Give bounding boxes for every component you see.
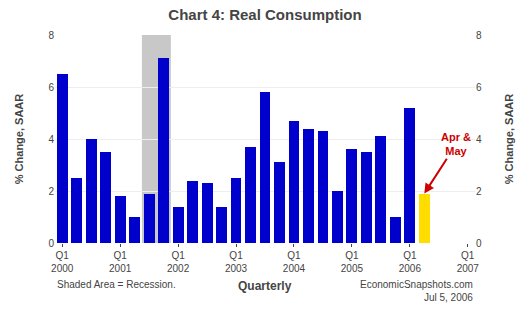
svg-text:Q12000: Q12000 <box>51 250 74 274</box>
svg-text:0: 0 <box>48 238 54 249</box>
svg-text:Q12002: Q12002 <box>167 250 190 274</box>
svg-text:8: 8 <box>476 30 482 41</box>
svg-text:Q12006: Q12006 <box>399 250 422 274</box>
svg-text:% Change, SAAR: % Change, SAAR <box>13 94 25 185</box>
svg-text:6: 6 <box>476 82 482 93</box>
svg-text:6: 6 <box>48 82 54 93</box>
svg-text:4: 4 <box>48 134 54 145</box>
svg-text:8: 8 <box>48 30 54 41</box>
svg-text:4: 4 <box>476 134 482 145</box>
svg-text:2: 2 <box>48 186 54 197</box>
svg-text:EconomicSnapshots.comJul 5, 20: EconomicSnapshots.comJul 5, 2006 <box>360 279 473 303</box>
svg-text:Q12004: Q12004 <box>283 250 306 274</box>
svg-text:0: 0 <box>476 238 482 249</box>
svg-text:Chart 4: Real Consumption: Chart 4: Real Consumption <box>168 6 361 23</box>
svg-text:Apr &May: Apr &May <box>441 131 471 157</box>
svg-text:Q12005: Q12005 <box>341 250 364 274</box>
svg-text:% Change, SAAR: % Change, SAAR <box>503 94 515 185</box>
svg-text:Shaded Area = Recession.: Shaded Area = Recession. <box>57 279 176 290</box>
svg-text:Q12001: Q12001 <box>109 250 132 274</box>
svg-text:Quarterly: Quarterly <box>238 279 292 293</box>
svg-text:Q12003: Q12003 <box>225 250 248 274</box>
svg-text:Q12007: Q12007 <box>457 250 480 274</box>
svg-text:2: 2 <box>476 186 482 197</box>
